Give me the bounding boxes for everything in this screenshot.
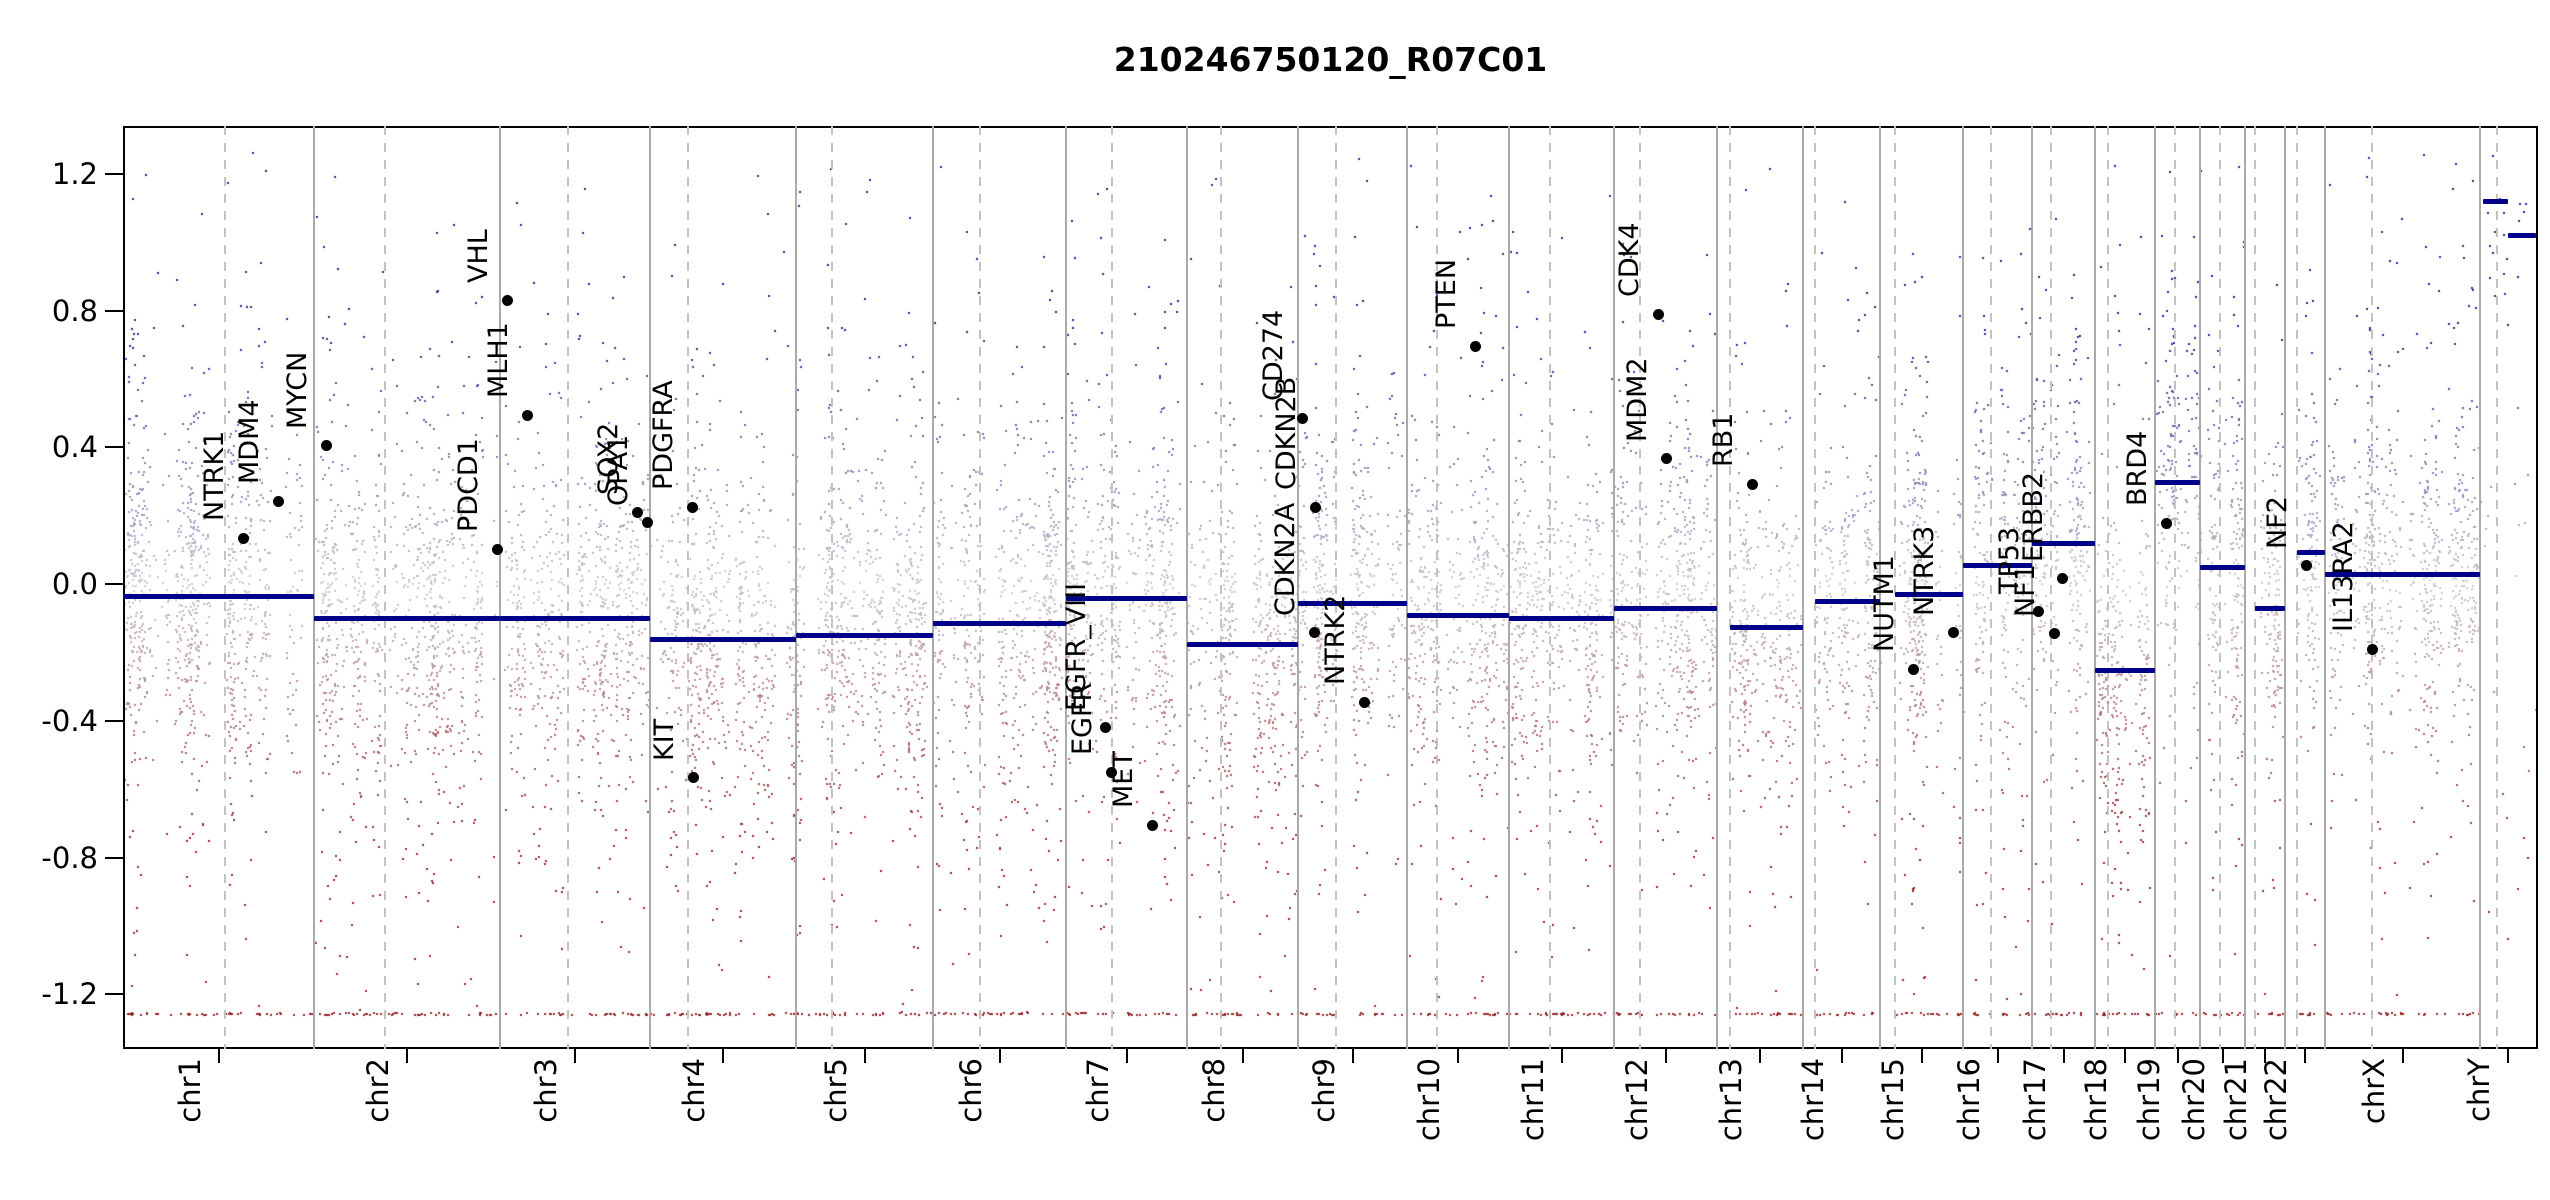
chart-title: 210246750120_R07C01	[1113, 40, 1548, 79]
